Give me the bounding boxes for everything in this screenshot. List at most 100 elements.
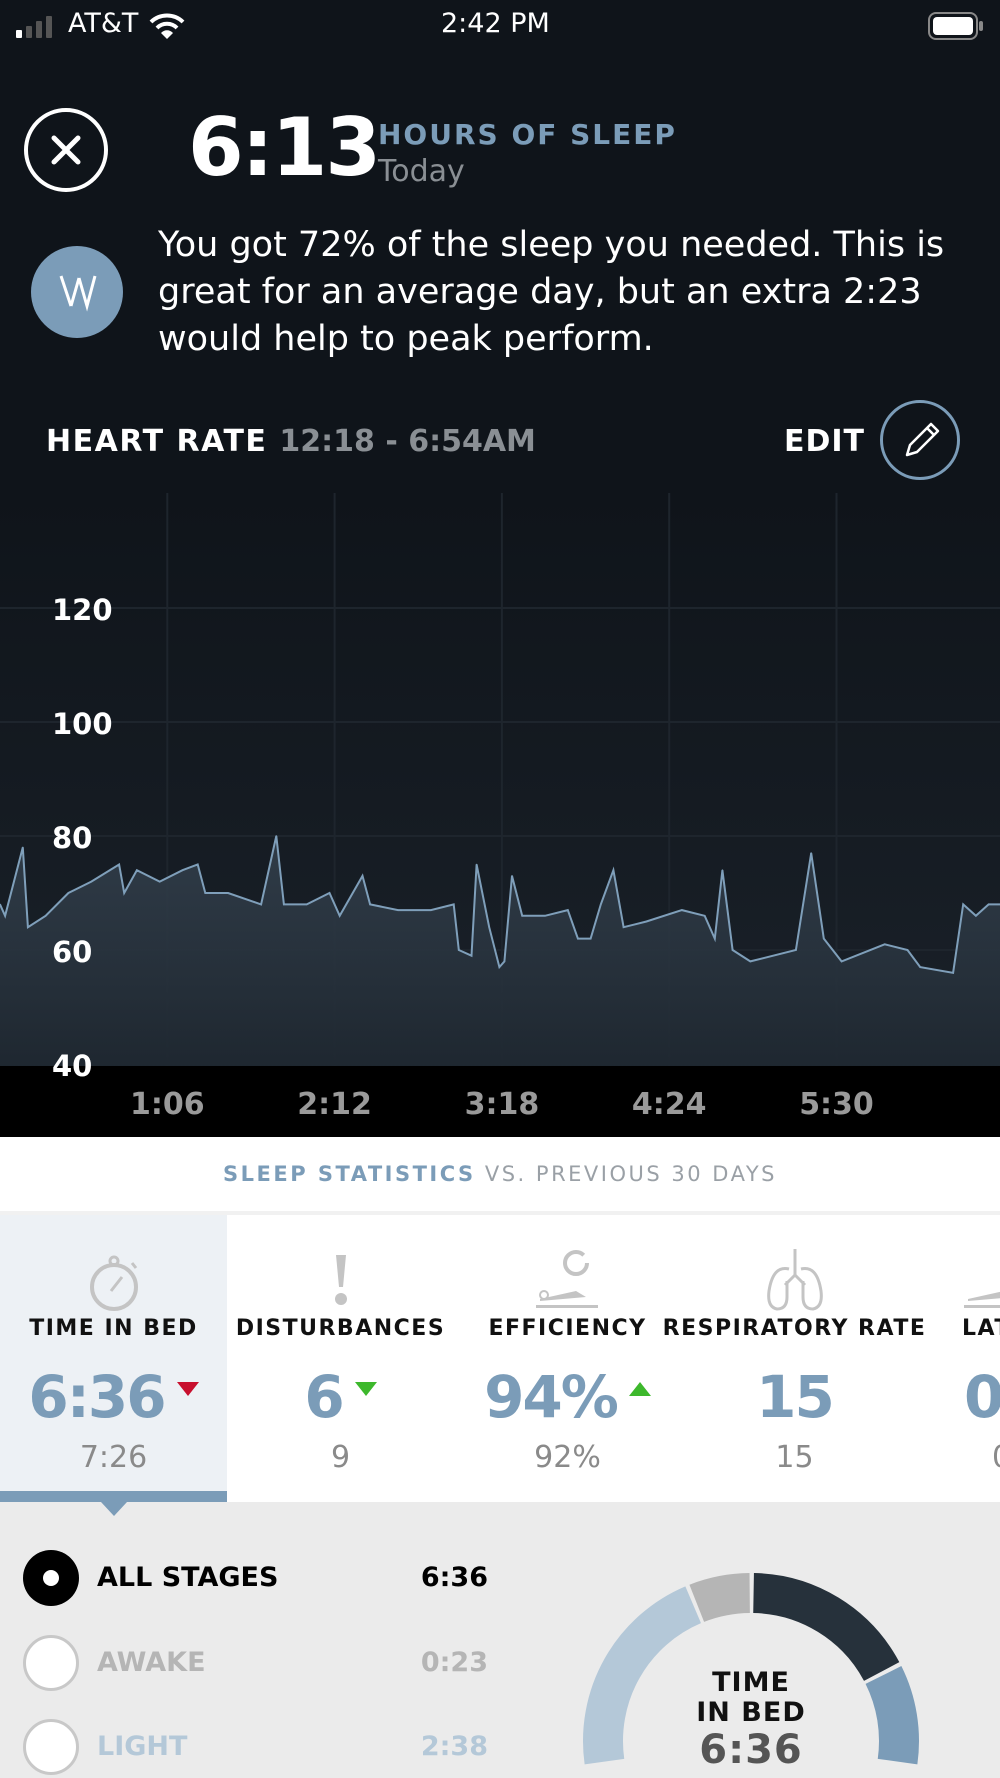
heart-rate-point <box>919 966 921 968</box>
heart-rate-point <box>645 920 648 923</box>
donut-label-line-2: IN BED <box>696 1697 806 1728</box>
heart-rate-point <box>118 863 120 866</box>
stat-previous: 9 <box>330 1440 351 1475</box>
stat-card-time-in-bed[interactable]: TIME IN BED 6:36 7:26 <box>0 1215 227 1506</box>
heart-rate-point <box>612 869 615 871</box>
heart-rate-point <box>795 949 797 951</box>
battery-icon <box>928 12 983 40</box>
stat-value: 94% <box>484 1363 619 1431</box>
y-tick-label: 80 <box>52 821 92 855</box>
donut-label: TIME IN BED 6:36 <box>651 1667 851 1773</box>
heart-rate-point <box>498 966 501 968</box>
clock: 2:42 PM <box>441 8 550 39</box>
x-tick-label: 1:06 <box>130 1087 205 1122</box>
heart-rate-point <box>260 903 262 906</box>
stat-cards[interactable]: TIME IN BED 6:36 7:26 DISTURBANCES 6 9 E… <box>0 1211 1000 1506</box>
stat-value: 6 <box>304 1363 344 1431</box>
heart-rate-point <box>962 903 965 906</box>
radio-awake[interactable] <box>23 1635 79 1691</box>
heart-rate-point <box>123 892 126 894</box>
heart-rate-point <box>204 892 207 894</box>
coach-avatar <box>31 246 123 338</box>
y-tick-label: 40 <box>52 1049 92 1083</box>
radio-all-stages[interactable] <box>23 1550 79 1606</box>
x-axis-band <box>0 1066 1000 1137</box>
heart-rate-point <box>731 949 734 951</box>
heart-rate-point <box>622 926 625 928</box>
donut-label-line-1: TIME <box>712 1667 790 1698</box>
stat-value: 6:36 <box>28 1363 166 1431</box>
stat-card-latency[interactable]: LAT 0 0 <box>962 1215 1000 1506</box>
selected-card-indicator <box>0 1491 227 1502</box>
exclamation-icon <box>334 1255 347 1305</box>
stage-label-all[interactable]: ALL STAGES <box>97 1562 279 1593</box>
heart-rate-point <box>90 880 93 883</box>
donut-segment-rem <box>865 1666 919 1765</box>
pencil-icon <box>905 422 940 457</box>
heart-rate-point <box>44 915 47 917</box>
stage-label-awake[interactable]: AWAKE <box>97 1647 206 1678</box>
stat-card-respiratory-rate[interactable]: RESPIRATORY RATE 15 15 <box>663 1215 925 1506</box>
heart-rate-point <box>283 903 285 906</box>
heart-rate-point <box>430 909 432 911</box>
heart-rate-point <box>397 909 399 911</box>
x-tick-label: 4:24 <box>632 1087 707 1122</box>
stat-value: 0 <box>964 1363 1000 1431</box>
whoop-logo-icon <box>59 275 97 312</box>
edit-button[interactable] <box>880 400 960 480</box>
x-tick-label: 5:30 <box>799 1087 874 1122</box>
heart-rate-point <box>158 880 161 883</box>
donut-segment-awake <box>689 1573 751 1623</box>
time-in-bed-donut[interactable] <box>560 1550 942 1778</box>
heart-rate-line <box>0 835 1000 974</box>
sleeping-person-icon <box>535 1250 598 1308</box>
y-tick-label: 60 <box>52 935 92 969</box>
heart-rate-point <box>544 915 546 917</box>
status-bar: AT&T 2:42 PM <box>0 0 1000 50</box>
heart-rate-point <box>987 903 990 906</box>
heart-rate-point <box>883 943 886 946</box>
heart-rate-point <box>589 937 592 940</box>
stat-label: TIME IN BED <box>29 1316 198 1341</box>
signal-icon <box>16 16 52 38</box>
stat-value: 15 <box>756 1363 835 1431</box>
stat-card-efficiency[interactable]: EFFICIENCY 94% 92% <box>454 1215 681 1506</box>
heart-rate-point <box>328 892 331 894</box>
stage-time-all: 6:36 <box>420 1562 488 1593</box>
heart-rate-point <box>4 915 6 917</box>
stat-previous: 92% <box>534 1440 601 1475</box>
close-button[interactable] <box>24 108 108 192</box>
heart-rate-point <box>577 937 579 940</box>
stage-time-light: 2:38 <box>420 1731 488 1762</box>
heart-rate-point <box>952 972 954 974</box>
heart-rate-point <box>196 863 199 866</box>
y-tick-label: 100 <box>52 707 113 741</box>
sleep-message: You got 72% of the sleep you needed. Thi… <box>158 225 945 359</box>
y-tick-label: 120 <box>52 593 113 627</box>
radio-light[interactable] <box>23 1719 79 1775</box>
x-tick-label: 2:12 <box>297 1087 372 1122</box>
donut-segment-deep <box>752 1573 900 1682</box>
heart-rate-point <box>703 915 706 917</box>
heart-rate-chart[interactable]: 120 100 80 60 40 1:06 2:12 3:18 4:24 5:30 <box>0 493 1000 1137</box>
heart-rate-point <box>275 835 278 837</box>
stats-title: SLEEP STATISTICS <box>223 1162 476 1186</box>
stage-time-awake: 0:23 <box>420 1647 488 1678</box>
heart-rate-point <box>749 960 752 963</box>
heart-rate-point <box>227 892 229 894</box>
close-icon <box>51 135 81 165</box>
stat-card-disturbances[interactable]: DISTURBANCES 6 9 <box>227 1215 454 1506</box>
lungs-icon <box>766 1249 823 1311</box>
heart-rate-point <box>0 903 1 906</box>
heart-rate-point <box>599 903 602 906</box>
stat-label: DISTURBANCES <box>235 1316 446 1341</box>
stat-previous: 0 <box>992 1440 1000 1475</box>
edit-label[interactable]: EDIT <box>784 424 866 459</box>
selection-pointer <box>101 1502 127 1516</box>
heart-rate-point <box>475 863 478 866</box>
heart-rate-point <box>470 954 473 957</box>
heart-rate-point <box>458 949 460 951</box>
stage-label-light[interactable]: LIGHT <box>97 1731 188 1762</box>
donut-value: 6:36 <box>699 1727 803 1773</box>
heart-rate-point <box>823 937 825 940</box>
